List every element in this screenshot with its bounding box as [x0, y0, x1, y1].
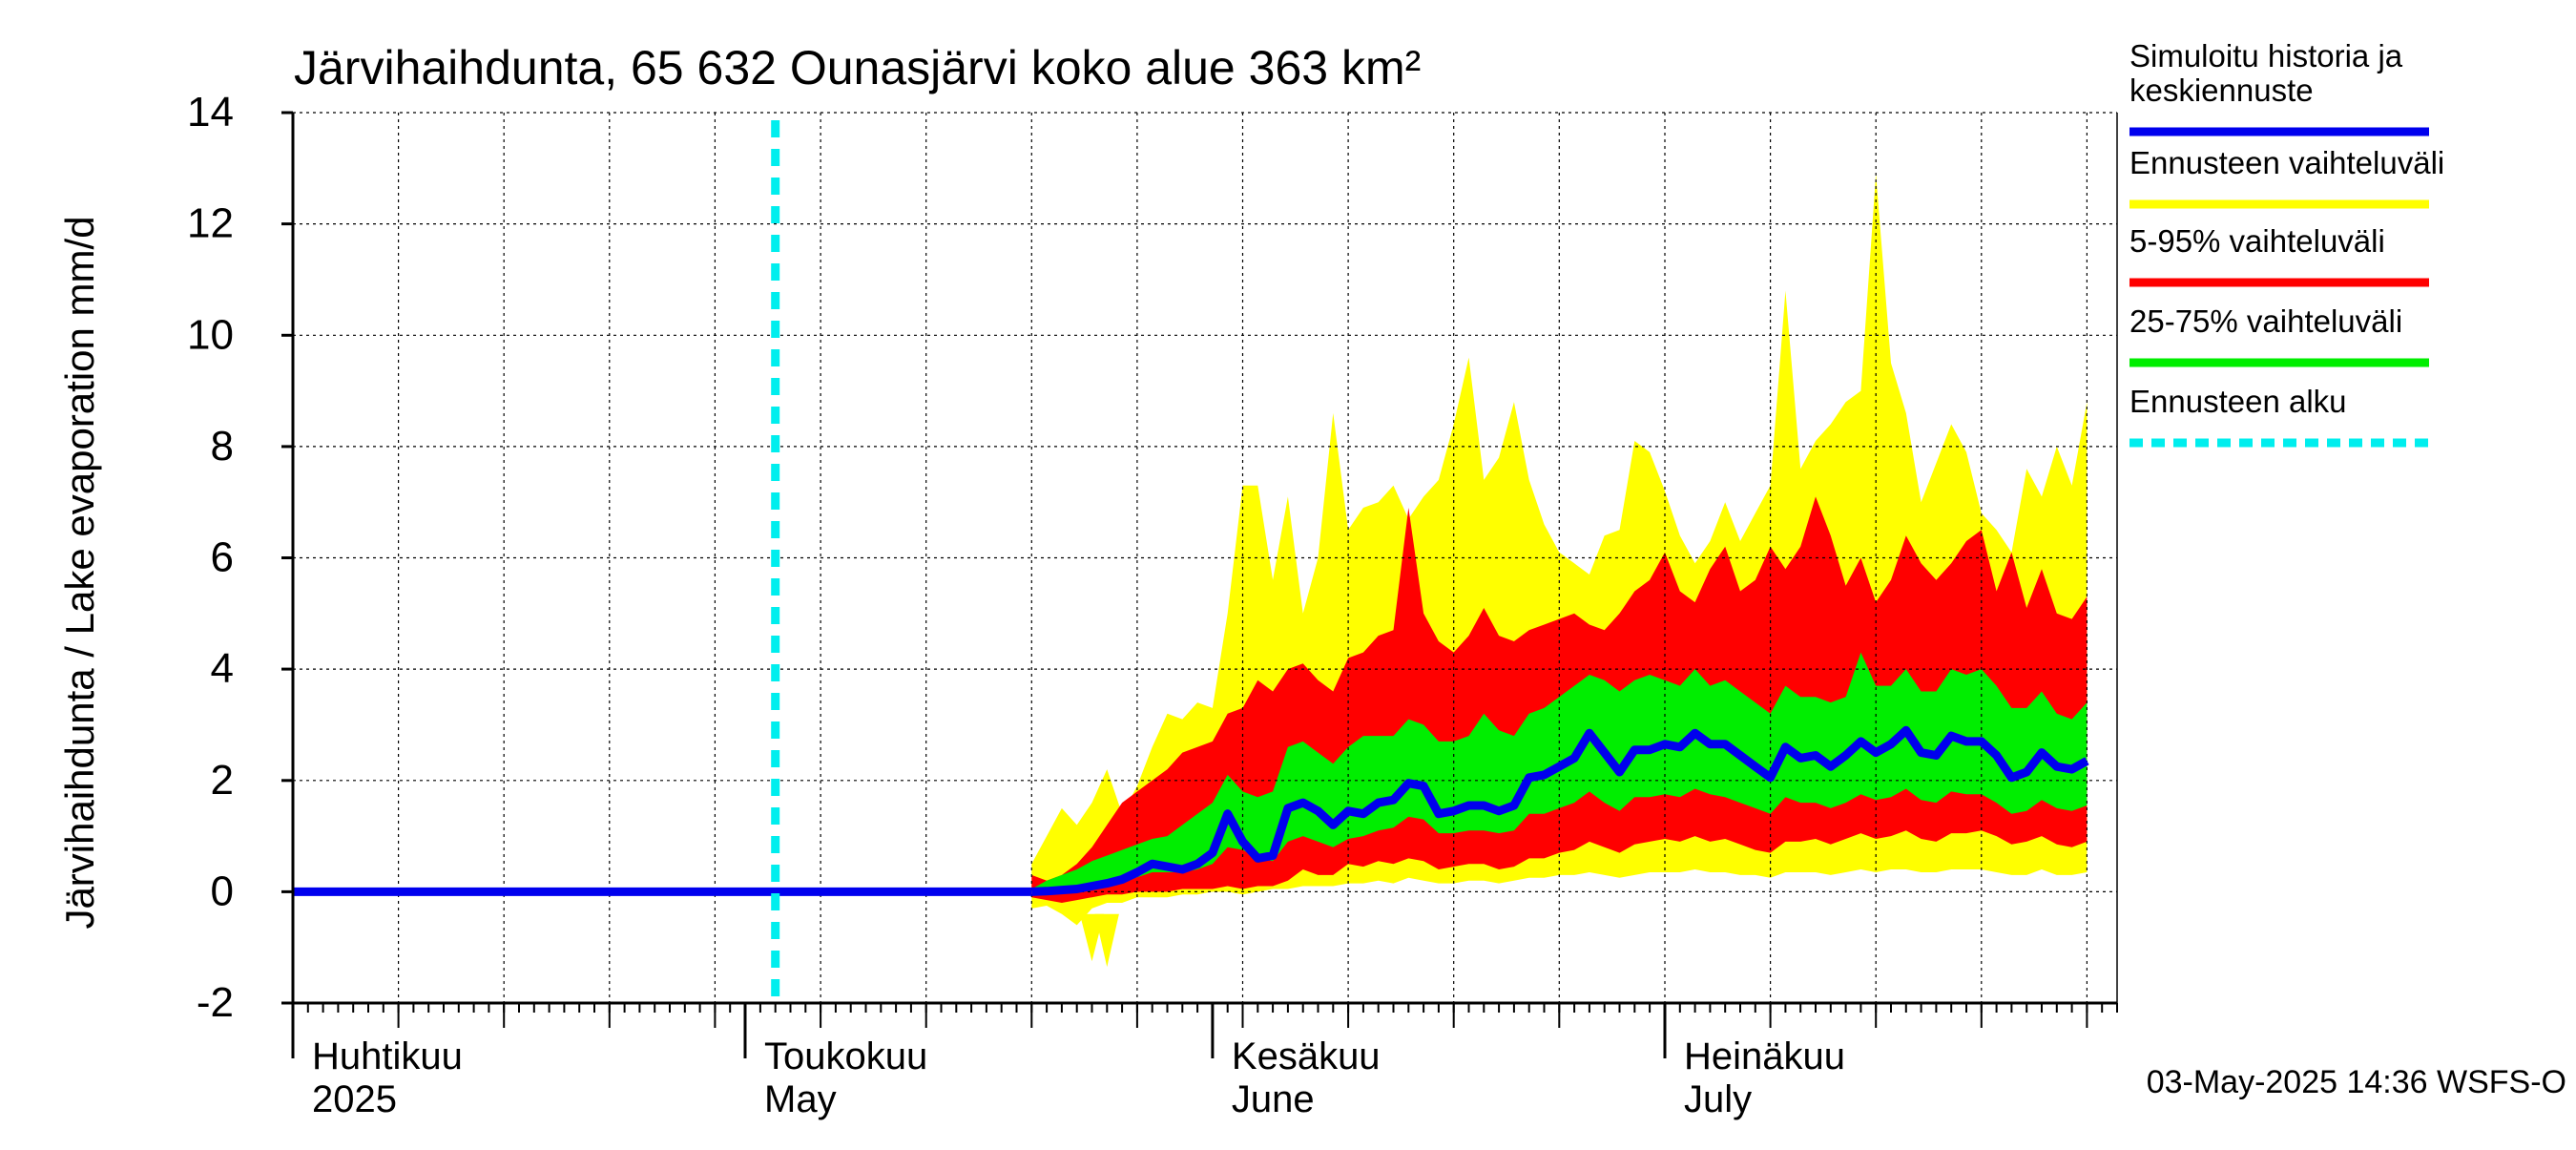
y-tick-label: -2 — [197, 979, 234, 1026]
axes — [281, 111, 2118, 1058]
legend-label: Ennusteen vaihteluväli — [2129, 145, 2444, 180]
month-label-en: 2025 — [312, 1078, 397, 1120]
month-label-fi: Huhtikuu — [312, 1035, 463, 1077]
y-tick-label: 12 — [187, 200, 234, 247]
y-tick-label: 8 — [211, 423, 234, 470]
legend-label: Ennusteen alku — [2129, 384, 2347, 419]
y-tick-label: 6 — [211, 534, 234, 581]
month-label-en: July — [1684, 1078, 1752, 1120]
legend-label: 5-95% vaihteluväli — [2129, 223, 2385, 259]
band-25-75 — [1031, 652, 2088, 892]
y-axis-label: Järvihaihdunta / Lake evaporation mm/d — [57, 216, 102, 929]
series-lines — [293, 120, 2089, 1003]
y-tick-label: 10 — [187, 311, 234, 358]
median-forecast-line — [1031, 725, 2089, 896]
band-forecast-range-dip-1 — [1094, 913, 1119, 968]
legend-label: keskiennuste — [2129, 73, 2314, 108]
month-label-en: May — [764, 1078, 837, 1120]
grid-lines — [293, 112, 2117, 1003]
month-label-en: June — [1232, 1078, 1315, 1120]
month-label-fi: Heinäkuu — [1684, 1035, 1845, 1077]
y-tick-labels: -2 0 2 4 6 8 10 12 14 — [187, 89, 234, 1026]
month-label-fi: Toukokuu — [764, 1035, 927, 1077]
y-tick-label: 4 — [211, 645, 234, 692]
y-tick-label: 14 — [187, 89, 234, 136]
footer-timestamp: 03-May-2025 14:36 WSFS-O — [2147, 1064, 2566, 1100]
legend-label: Simuloitu historia ja — [2129, 38, 2403, 73]
y-tick-label: 0 — [211, 868, 234, 914]
chart-title: Järvihaihdunta, 65 632 Ounasjärvi koko a… — [294, 41, 1421, 94]
legend-label: 25-75% vaihteluväli — [2129, 303, 2402, 339]
y-tick-label: 2 — [211, 757, 234, 804]
month-label-fi: Kesäkuu — [1232, 1035, 1381, 1077]
